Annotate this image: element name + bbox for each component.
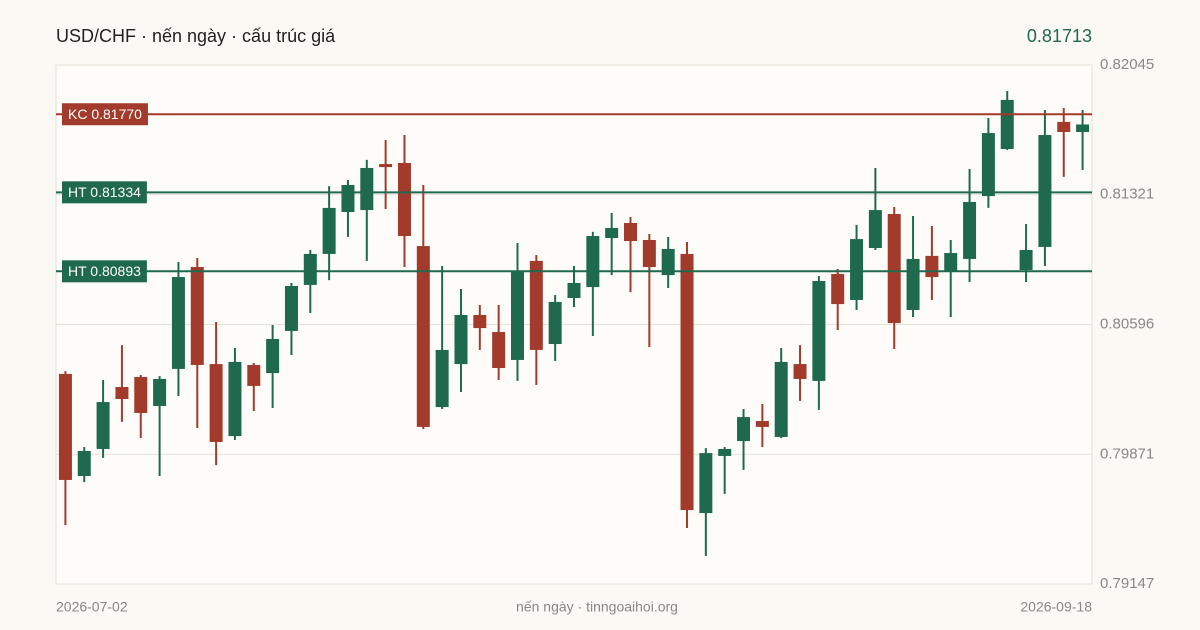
candle-body (718, 448, 732, 456)
candle-body (774, 361, 788, 437)
y-tick-label: 0.79871 (1100, 445, 1154, 462)
candle-body (190, 267, 204, 365)
candle-body (341, 184, 355, 213)
candle-body (416, 246, 430, 427)
candle-body (925, 255, 939, 278)
level-label: HT 0.80893 (68, 263, 141, 279)
candle-body (1000, 99, 1014, 149)
x-tick-label: 2026-09-18 (1020, 599, 1092, 615)
candle-body (868, 210, 882, 249)
candle-body (360, 167, 374, 211)
candle-body (303, 253, 317, 285)
candle-body (981, 133, 995, 197)
candle-body (322, 207, 336, 254)
candle-body (605, 227, 619, 238)
candle-body (492, 332, 506, 369)
candle-body (77, 450, 91, 477)
candle-body (284, 285, 298, 331)
candle-body (963, 202, 977, 259)
candle-body (887, 214, 901, 324)
candle-body (529, 260, 543, 350)
candle-body (397, 162, 411, 237)
candle-body (680, 253, 694, 511)
x-tick-label: 2026-07-02 (56, 599, 128, 615)
candle-body (266, 339, 280, 374)
level-label-box (62, 103, 148, 126)
candle-body (944, 253, 958, 271)
candle-body (1076, 124, 1090, 132)
candle-body (58, 373, 72, 480)
y-tick-label: 0.79147 (1100, 575, 1154, 592)
candle-body (1038, 135, 1052, 247)
candle-body (153, 378, 167, 406)
level-label: HT 0.81334 (68, 184, 141, 200)
level-label: KC 0.81770 (68, 106, 142, 122)
candle-body (379, 164, 393, 168)
candle-body (699, 453, 713, 514)
candle-body (642, 239, 656, 268)
candle-body (661, 248, 675, 276)
candle-body (567, 282, 581, 298)
candle-body (1057, 121, 1071, 132)
candle-body (793, 364, 807, 379)
level-label-box (62, 181, 147, 204)
candle-body (454, 315, 468, 365)
footer: nến ngày · tinngoaihoi.org (516, 599, 678, 615)
candle-body (435, 349, 449, 408)
candle-body (96, 402, 110, 449)
candle-body (737, 417, 751, 442)
candle-body (171, 277, 185, 369)
candle-body (850, 239, 864, 300)
candle-body (755, 421, 769, 427)
candle-body (624, 222, 638, 242)
y-tick-label: 0.80596 (1100, 315, 1154, 332)
y-tick-label: 0.82045 (1100, 56, 1154, 73)
candle-body (134, 376, 148, 413)
candle-body (831, 273, 845, 305)
candle-body (906, 258, 920, 310)
candle-body (247, 364, 261, 386)
candle-body (548, 301, 562, 345)
level-label-box (62, 260, 147, 283)
candle-body (473, 315, 487, 329)
candle-body (1019, 249, 1033, 271)
candle-body (115, 387, 129, 400)
last-price: 0.81713 (1027, 26, 1092, 46)
candle-body (228, 361, 242, 437)
candle-body (510, 270, 524, 360)
candle-body (209, 364, 223, 442)
chart-title: USD/CHF · nến ngày · cấu trúc giá (56, 26, 336, 46)
candle-body (586, 236, 600, 288)
candle-body (812, 280, 826, 381)
y-tick-label: 0.81321 (1100, 186, 1154, 203)
